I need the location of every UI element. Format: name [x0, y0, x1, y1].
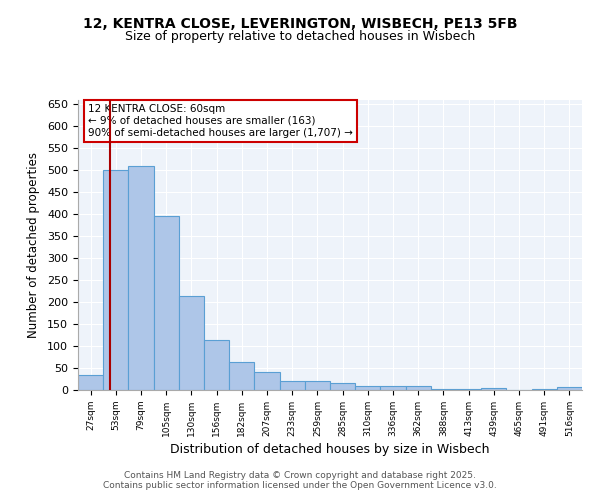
Bar — [128, 166, 154, 390]
Bar — [204, 340, 229, 390]
Bar — [254, 372, 280, 390]
Text: Size of property relative to detached houses in Wisbech: Size of property relative to detached ho… — [125, 30, 475, 43]
Text: 12 KENTRA CLOSE: 60sqm
← 9% of detached houses are smaller (163)
90% of semi-det: 12 KENTRA CLOSE: 60sqm ← 9% of detached … — [88, 104, 353, 138]
X-axis label: Distribution of detached houses by size in Wisbech: Distribution of detached houses by size … — [170, 443, 490, 456]
Text: Contains HM Land Registry data © Crown copyright and database right 2025.
Contai: Contains HM Land Registry data © Crown c… — [103, 470, 497, 490]
Bar — [154, 216, 179, 390]
Text: 12, KENTRA CLOSE, LEVERINGTON, WISBECH, PE13 5FB: 12, KENTRA CLOSE, LEVERINGTON, WISBECH, … — [83, 18, 517, 32]
Bar — [431, 389, 456, 390]
Bar — [103, 170, 128, 390]
Bar — [532, 389, 557, 390]
Bar — [229, 362, 254, 390]
Bar — [280, 381, 305, 390]
Y-axis label: Number of detached properties: Number of detached properties — [27, 152, 40, 338]
Bar — [78, 374, 103, 390]
Bar — [179, 296, 204, 390]
Bar — [557, 388, 582, 390]
Bar — [456, 389, 481, 390]
Bar — [481, 388, 506, 390]
Bar — [330, 384, 355, 390]
Bar — [355, 386, 380, 390]
Bar — [380, 386, 406, 390]
Bar — [305, 381, 330, 390]
Bar — [406, 386, 431, 390]
